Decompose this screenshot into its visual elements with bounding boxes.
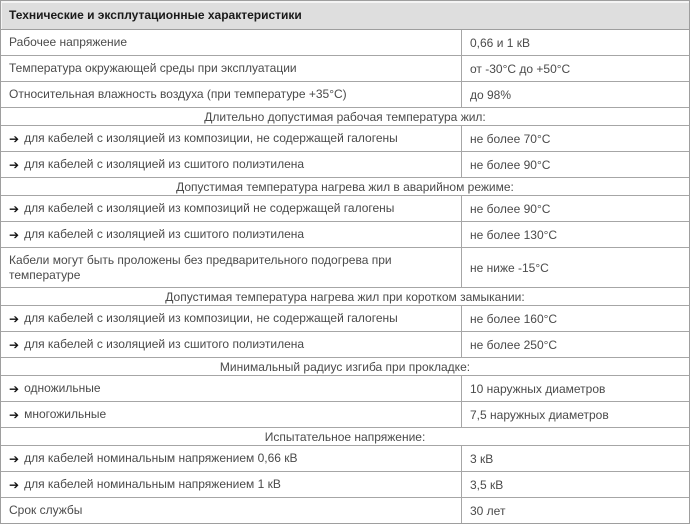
section-label: Длительно допустимая рабочая температура… [204,109,486,124]
table-title: Технические и эксплутационные характерис… [1,1,689,30]
row-value: до 98% [470,87,512,102]
row-label-cell: ➔ для кабелей номинальным напряжением 1 … [1,472,462,497]
row-value: 10 наружных диаметров [470,381,606,396]
row-value: 7,5 наружных диаметров [470,407,609,422]
row-value: 3,5 кВ [470,477,504,492]
row-label-cell: Относительная влажность воздуха (при тем… [1,82,462,107]
row-label-text: Температура окружающей среды при эксплуа… [9,61,297,75]
row-value: не более 90°C [470,157,551,172]
row-label-text: для кабелей с изоляцией из композиций не… [24,201,395,215]
table-row: Температура окружающей среды при эксплуа… [1,56,689,82]
table-row: ➔ для кабелей с изоляцией из сшитого пол… [1,222,689,248]
row-label-cell: ➔ для кабелей с изоляцией из композиций … [1,196,462,221]
table-row: Относительная влажность воздуха (при тем… [1,82,689,108]
row-value: не ниже -15°C [470,260,549,275]
row-label-text: для кабелей номинальным напряжением 0,66… [24,451,298,465]
row-label-text: Рабочее напряжение [9,35,128,49]
section-label: Испытательное напряжение: [264,429,426,444]
row-value: не более 70°C [470,131,551,146]
table-row: ➔ для кабелей с изоляцией из сшитого пол… [1,152,689,178]
row-label-cell: ➔ многожильные [1,402,462,427]
arrow-right-icon: ➔ [9,451,20,466]
arrow-right-icon: ➔ [9,477,20,492]
arrow-right-icon: ➔ [9,131,20,146]
row-value: от -30°C до +50°C [470,61,571,76]
section-label: Минимальный радиус изгиба при прокладке: [219,359,471,374]
row-value: не более 160°C [470,311,558,326]
row-value: 0,66 и 1 кВ [470,35,530,50]
row-label-cell: ➔ одножильные [1,376,462,401]
row-label-cell: ➔ для кабелей с изоляцией из композиции,… [1,306,462,331]
row-label-text: одножильные [24,381,101,395]
arrow-right-icon: ➔ [9,337,20,352]
arrow-right-icon: ➔ [9,381,20,396]
arrow-right-icon: ➔ [9,157,20,172]
table-row: ➔ для кабелей с изоляцией из композиций … [1,196,689,222]
arrow-right-icon: ➔ [9,227,20,242]
section-label: Допустимая температура нагрева жил в ава… [176,179,514,194]
row-label-cell: ➔ для кабелей с изоляцией из сшитого пол… [1,332,462,357]
table-rows: Рабочее напряжение 0,66 и 1 кВ Температу… [1,30,689,523]
table-row: ➔ для кабелей номинальным напряжением 0,… [1,446,689,472]
row-label-text: для кабелей с изоляцией из композиции, н… [24,311,398,325]
table-row: ➔ для кабелей номинальным напряжением 1 … [1,472,689,498]
row-label-text: для кабелей с изоляцией из сшитого полиэ… [24,157,305,171]
row-label-cell: Кабели могут быть проложены без предвари… [1,248,462,287]
table-row: Срок службы 30 лет [1,498,689,523]
table-row: ➔ одножильные 10 наружных диаметров [1,376,689,402]
arrow-right-icon: ➔ [9,407,20,422]
section-row: Длительно допустимая рабочая температура… [1,108,689,126]
row-label-text: Относительная влажность воздуха (при тем… [9,87,347,101]
row-label-cell: Срок службы [1,498,462,523]
row-label-cell: ➔ для кабелей с изоляцией из сшитого пол… [1,222,462,247]
row-label-cell: Рабочее напряжение [1,30,462,55]
row-label-text: для кабелей с изоляцией из композиции, н… [24,131,398,145]
arrow-right-icon: ➔ [9,311,20,326]
table-row: ➔ для кабелей с изоляцией из композиции,… [1,126,689,152]
row-value: не более 130°C [470,227,558,242]
row-label-text: многожильные [24,407,107,421]
row-label-text: Кабели могут быть проложены без предвари… [9,252,392,282]
row-label-text: для кабелей с изоляцией из сшитого полиэ… [24,227,305,241]
table-row: ➔ многожильные 7,5 наружных диаметров [1,402,689,428]
table-row: ➔ для кабелей с изоляцией из сшитого пол… [1,332,689,358]
table-row: Рабочее напряжение 0,66 и 1 кВ [1,30,689,56]
row-label-cell: ➔ для кабелей с изоляцией из композиции,… [1,126,462,151]
row-label-cell: ➔ для кабелей номинальным напряжением 0,… [1,446,462,471]
row-label-cell: ➔ для кабелей с изоляцией из сшитого пол… [1,152,462,177]
arrow-right-icon: ➔ [9,201,20,216]
row-value: не более 250°C [470,337,558,352]
row-value: 30 лет [470,503,506,518]
table-row: Кабели могут быть проложены без предвари… [1,248,689,288]
section-row: Допустимая температура нагрева жил при к… [1,288,689,306]
row-value: не более 90°C [470,201,551,216]
section-row: Минимальный радиус изгиба при прокладке: [1,358,689,376]
row-label-text: для кабелей номинальным напряжением 1 кВ [24,477,281,491]
row-label-text: Срок службы [9,503,83,517]
section-row: Испытательное напряжение: [1,428,689,446]
section-label: Допустимая температура нагрева жил при к… [165,289,525,304]
table-row: ➔ для кабелей с изоляцией из композиции,… [1,306,689,332]
row-value: 3 кВ [470,451,494,466]
section-row: Допустимая температура нагрева жил в ава… [1,178,689,196]
row-label-text: для кабелей с изоляцией из сшитого полиэ… [24,337,305,351]
row-label-cell: Температура окружающей среды при эксплуа… [1,56,462,81]
